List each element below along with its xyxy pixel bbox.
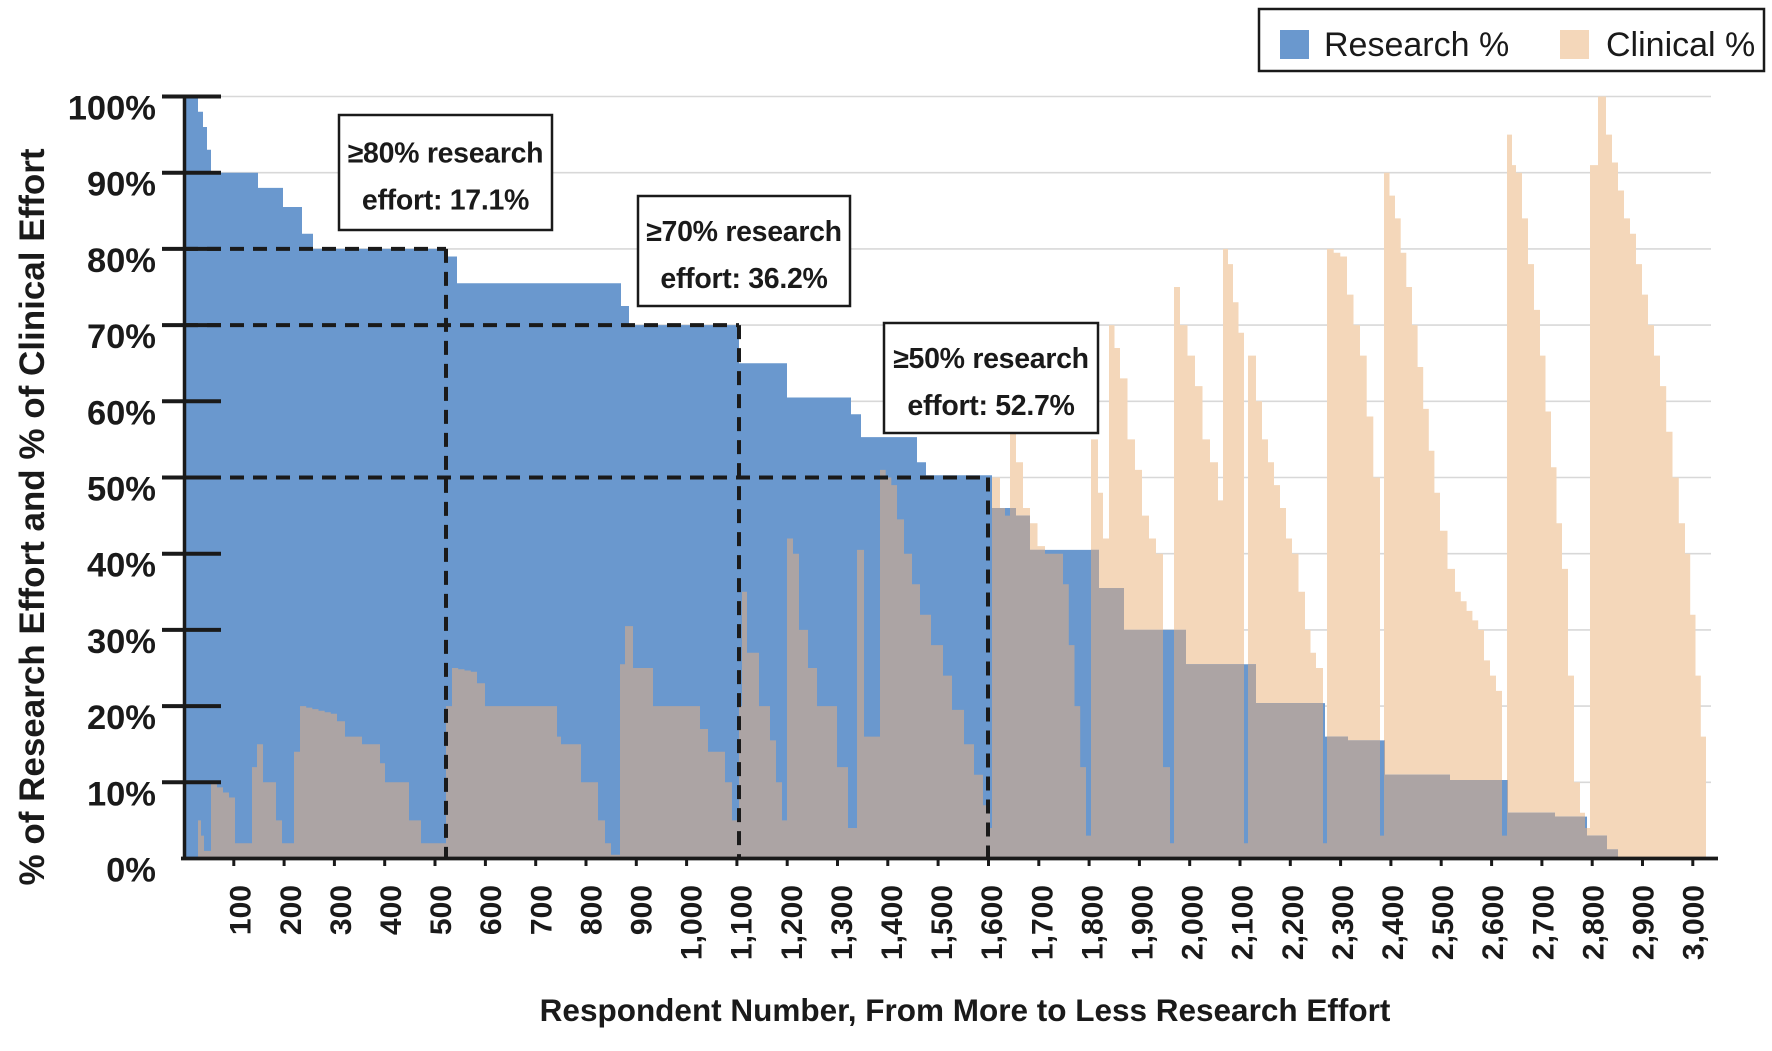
svg-text:0%: 0% — [106, 852, 156, 890]
svg-text:600: 600 — [475, 885, 508, 935]
svg-text:1,900: 1,900 — [1127, 885, 1160, 960]
svg-text:1,200: 1,200 — [776, 885, 809, 960]
svg-text:≥70% research: ≥70% research — [646, 216, 842, 248]
svg-text:Clinical %: Clinical % — [1606, 26, 1755, 64]
svg-text:700: 700 — [525, 885, 558, 935]
svg-text:2,000: 2,000 — [1177, 885, 1210, 960]
svg-text:90%: 90% — [87, 166, 156, 204]
svg-text:2,500: 2,500 — [1427, 885, 1460, 960]
svg-text:2,800: 2,800 — [1577, 885, 1610, 960]
svg-text:300: 300 — [325, 885, 358, 935]
svg-text:Respondent Number, From More t: Respondent Number, From More to Less Res… — [540, 992, 1391, 1028]
svg-text:1,100: 1,100 — [726, 885, 759, 960]
svg-text:2,700: 2,700 — [1527, 885, 1560, 960]
svg-text:50%: 50% — [87, 471, 156, 509]
svg-text:2,900: 2,900 — [1628, 885, 1661, 960]
svg-text:1,600: 1,600 — [976, 885, 1009, 960]
svg-text:2,400: 2,400 — [1377, 885, 1410, 960]
svg-text:900: 900 — [626, 885, 659, 935]
svg-text:effort: 17.1%: effort: 17.1% — [362, 185, 529, 217]
svg-text:2,100: 2,100 — [1227, 885, 1260, 960]
svg-text:500: 500 — [425, 885, 458, 935]
svg-text:% of Research Effort and % of: % of Research Effort and % of Clinical E… — [13, 148, 52, 885]
svg-text:effort: 36.2%: effort: 36.2% — [660, 263, 827, 295]
svg-text:2,600: 2,600 — [1477, 885, 1510, 960]
svg-text:100: 100 — [225, 885, 258, 935]
svg-text:30%: 30% — [87, 623, 156, 661]
svg-text:1,000: 1,000 — [676, 885, 709, 960]
svg-text:20%: 20% — [87, 699, 156, 737]
svg-text:1,800: 1,800 — [1076, 885, 1109, 960]
svg-text:80%: 80% — [87, 242, 156, 280]
svg-text:60%: 60% — [87, 394, 156, 432]
svg-text:200: 200 — [275, 885, 308, 935]
svg-text:1,300: 1,300 — [826, 885, 859, 960]
svg-text:≥50% research: ≥50% research — [893, 343, 1089, 375]
svg-text:800: 800 — [575, 885, 608, 935]
svg-text:Research %: Research % — [1324, 26, 1509, 64]
svg-text:effort: 52.7%: effort: 52.7% — [907, 390, 1074, 422]
svg-text:3,000: 3,000 — [1678, 885, 1711, 960]
svg-text:70%: 70% — [87, 318, 156, 356]
svg-text:2,300: 2,300 — [1327, 885, 1360, 960]
svg-text:1,700: 1,700 — [1026, 885, 1059, 960]
svg-text:1,500: 1,500 — [926, 885, 959, 960]
svg-text:100%: 100% — [68, 90, 156, 128]
svg-text:2,200: 2,200 — [1277, 885, 1310, 960]
svg-text:1,400: 1,400 — [876, 885, 909, 960]
svg-text:40%: 40% — [87, 547, 156, 585]
svg-text:400: 400 — [375, 885, 408, 935]
svg-text:≥80% research: ≥80% research — [348, 138, 544, 170]
svg-text:10%: 10% — [87, 775, 156, 813]
